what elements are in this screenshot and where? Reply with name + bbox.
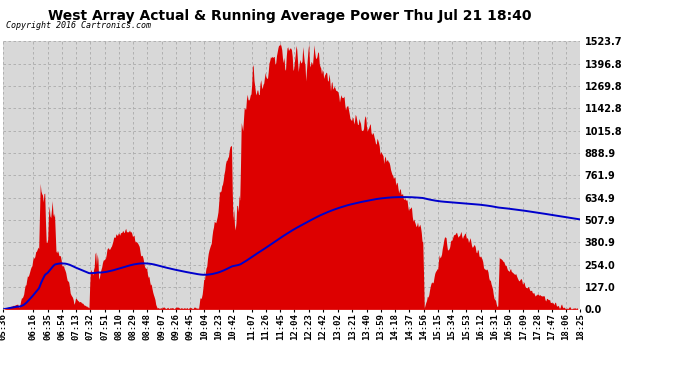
Text: West Array  (DC Watts): West Array (DC Watts) xyxy=(540,10,650,19)
Text: West Array Actual & Running Average Power Thu Jul 21 18:40: West Array Actual & Running Average Powe… xyxy=(48,9,531,23)
Text: Copyright 2016 Cartronics.com: Copyright 2016 Cartronics.com xyxy=(6,21,150,30)
Text: Average  (DC Watts): Average (DC Watts) xyxy=(404,10,499,19)
